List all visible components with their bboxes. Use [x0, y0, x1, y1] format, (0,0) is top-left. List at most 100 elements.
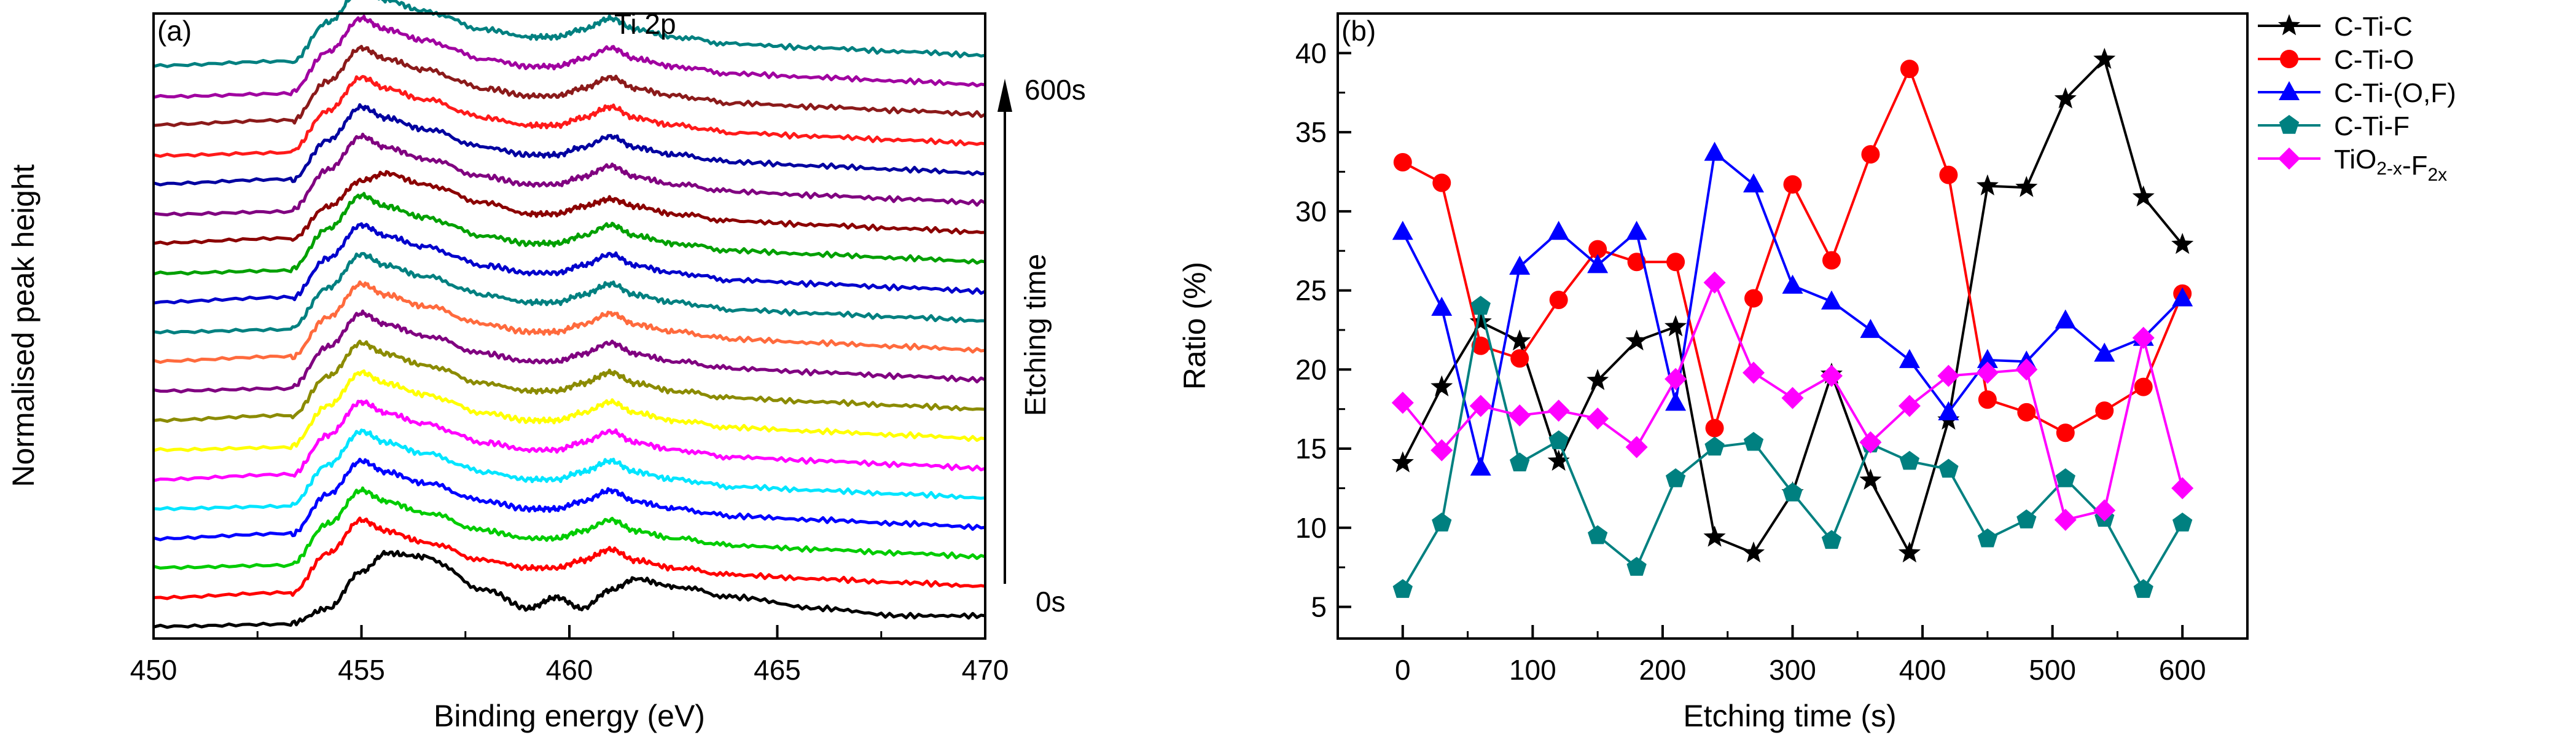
point-c-ti-c: [2015, 176, 2038, 197]
panel-b-y-tick-label: 30: [1295, 195, 1327, 227]
spectrum-180s: [153, 369, 986, 452]
spectrum-360s: [153, 192, 986, 276]
panel-a-spectra: [153, 0, 986, 629]
point-tio2-x-f2x: [1430, 439, 1453, 462]
panel-b-x-tick-label: 600: [2159, 654, 2206, 686]
point-c-ti-o: [1783, 175, 1802, 194]
spectrum-600s: [153, 0, 986, 68]
spectrum-0s: [153, 549, 986, 629]
point-c-ti-o-f: [1431, 296, 1453, 316]
point-tio2-x-f2x: [2093, 499, 2116, 522]
point-c-ti-o: [1744, 289, 1763, 308]
point-c-ti-o: [1510, 349, 1529, 368]
spectrum-300s: [153, 252, 986, 335]
point-c-ti-o-f: [1587, 254, 1609, 273]
point-c-ti-c: [2093, 47, 2116, 69]
legend-marker: [2280, 50, 2298, 68]
spectrum-540s: [153, 14, 986, 100]
legend-marker: [2278, 147, 2300, 170]
spectrum-60s: [153, 486, 986, 570]
point-c-ti-o-f: [1821, 290, 1842, 310]
panel-a-x-tick-label: 470: [962, 654, 1009, 686]
point-c-ti-f: [1470, 296, 1491, 315]
point-c-ti-f: [1938, 458, 1959, 478]
panel-b-x-tick-label: 300: [1769, 654, 1816, 686]
spectrum-30s: [153, 516, 986, 600]
point-tio2-x-f2x: [2132, 326, 2155, 349]
panel-b-x-ticks: 0 100 200 300 400 500 600: [1337, 625, 2249, 686]
point-c-ti-c: [1430, 375, 1453, 396]
point-c-ti-o: [2017, 403, 2036, 422]
panel-a-x-ticks: 450 455 460 465 470: [130, 625, 1009, 686]
panel-a-x-tick-label: 455: [338, 654, 385, 686]
point-c-ti-f: [1665, 468, 1686, 487]
panel-b-series: [1391, 47, 2194, 598]
point-tio2-x-f2x: [2015, 358, 2038, 381]
point-c-ti-f: [1704, 436, 1725, 456]
point-c-ti-o-f: [1977, 348, 1998, 368]
point-c-ti-f: [1782, 482, 1803, 501]
legend-label: TiO2-x-F2x: [2334, 144, 2447, 185]
point-c-ti-o-f: [1548, 221, 1569, 240]
point-tio2-x-f2x: [1469, 395, 1492, 417]
legend-label: C-Ti-F: [2334, 111, 2410, 141]
point-tio2-x-f2x: [1937, 364, 1960, 387]
point-c-ti-o: [1705, 419, 1724, 438]
panel-b-y-tick-label: 35: [1295, 116, 1327, 148]
point-c-ti-o: [1666, 253, 1685, 272]
point-c-ti-o-f: [2172, 287, 2193, 307]
point-c-ti-o-f: [1392, 221, 1413, 240]
point-tio2-x-f2x: [1859, 431, 1882, 454]
point-c-ti-o-f: [1509, 255, 1531, 275]
panel-a-x-label: Binding energy (eV): [434, 699, 705, 733]
point-c-ti-f: [2133, 579, 2153, 598]
legend-marker: [2277, 14, 2301, 36]
panel-b-x-label: Etching time (s): [1683, 699, 1896, 733]
point-c-ti-o: [1900, 60, 1919, 79]
etching-time-arrow-head: [997, 79, 1012, 112]
panel-a-x-tick-label: 465: [754, 654, 801, 686]
point-c-ti-o: [1861, 145, 1880, 164]
panel-b-y-tick-label: 20: [1295, 353, 1327, 385]
point-c-ti-o-f: [1860, 318, 1881, 338]
panel-b-x-tick-label: 500: [2029, 654, 2076, 686]
arrow-top-label: 600s: [1025, 74, 1086, 106]
point-tio2-x-f2x: [1898, 395, 1921, 417]
point-c-ti-f: [2055, 468, 2075, 487]
point-tio2-x-f2x: [1820, 364, 1843, 387]
point-c-ti-c: [1509, 329, 1531, 351]
spectrum-90s: [153, 457, 986, 541]
point-c-ti-o: [2056, 423, 2075, 442]
point-c-ti-o: [1588, 240, 1607, 259]
spectrum-150s: [153, 399, 986, 482]
panel-b-y-tick-label: 15: [1295, 433, 1327, 465]
point-c-ti-c: [1976, 174, 1999, 195]
point-tio2-x-f2x: [1509, 404, 1531, 427]
panel-b-y-tick-label: 40: [1295, 37, 1327, 69]
point-c-ti-o-f: [1626, 221, 1647, 240]
point-c-ti-c: [1547, 449, 1570, 471]
panel-a-label: (a): [157, 15, 192, 47]
point-c-ti-o-f: [1938, 401, 1959, 420]
point-c-ti-c: [1469, 310, 1492, 332]
point-c-ti-c: [1859, 468, 1882, 490]
point-c-ti-o: [1471, 336, 1490, 355]
point-tio2-x-f2x: [2171, 477, 2194, 500]
point-c-ti-o-f: [2055, 309, 2076, 329]
point-c-ti-f: [1432, 513, 1452, 532]
point-c-ti-f: [1510, 452, 1530, 471]
point-tio2-x-f2x: [1547, 399, 1570, 422]
panel-a: 450 455 460 465 470 Ti 2p (a) Binding energy…: [6, 0, 1086, 733]
panel-a-x-tick-label: 450: [130, 654, 178, 686]
point-c-ti-o-f: [1782, 274, 1803, 294]
point-c-ti-o-f: [1665, 391, 1687, 411]
panel-a-x-tick-label: 460: [546, 654, 593, 686]
panel-b-label: (b): [1341, 15, 1376, 47]
panel-a-y-label: Normalised peak height: [6, 164, 41, 487]
point-c-ti-o-f: [1470, 456, 1491, 476]
point-tio2-x-f2x: [1703, 271, 1726, 294]
point-c-ti-f: [1821, 530, 1842, 549]
spectrum-510s: [153, 45, 986, 127]
